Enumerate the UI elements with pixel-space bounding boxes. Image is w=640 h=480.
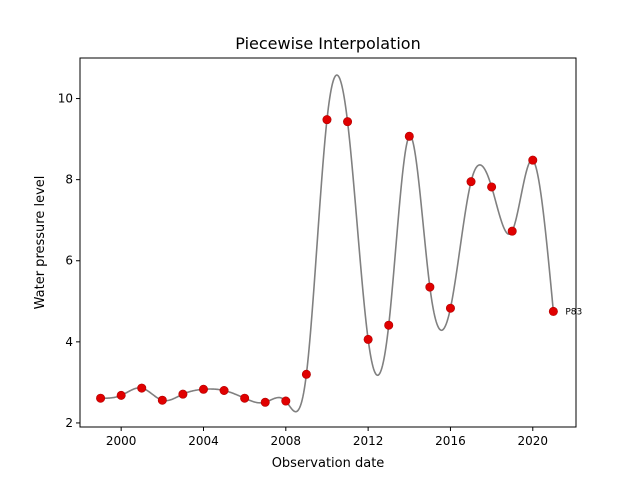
data-point (384, 320, 394, 330)
data-point (240, 393, 250, 403)
data-point (281, 396, 291, 406)
y-tick-label: 10 (58, 92, 73, 106)
y-axis-label: Water pressure level (33, 176, 48, 310)
data-point (528, 155, 538, 165)
data-point (548, 306, 558, 316)
data-point (260, 397, 270, 407)
data-point (116, 390, 126, 400)
data-point (157, 395, 167, 405)
y-axis-ticks: 2 4 6 8 10 (58, 92, 80, 430)
point-annotation: P83 (565, 307, 582, 317)
x-tick-label: 2000 (106, 434, 137, 448)
chart-title: Piecewise Interpolation (235, 34, 420, 53)
data-point (96, 393, 106, 403)
y-tick-label: 6 (65, 254, 73, 268)
plot-frame (79, 57, 577, 428)
data-point (363, 334, 373, 344)
data-point (487, 182, 497, 192)
data-point (425, 282, 435, 292)
x-axis-label: Observation date (272, 456, 385, 471)
data-point (343, 117, 353, 127)
points-layer (96, 115, 558, 407)
y-tick-label: 2 (65, 416, 73, 430)
x-tick-label: 2004 (188, 434, 219, 448)
data-point (219, 386, 229, 396)
data-point (445, 303, 455, 313)
data-point (137, 383, 147, 393)
data-point (466, 177, 476, 187)
data-point (178, 389, 188, 399)
data-point (404, 131, 414, 141)
data-point (301, 369, 311, 379)
data-point (507, 226, 517, 236)
x-tick-label: 2012 (353, 434, 384, 448)
x-tick-label: 2008 (271, 434, 302, 448)
data-point (198, 384, 208, 394)
x-tick-label: 2016 (435, 434, 466, 448)
x-axis-ticks: 2000 2004 2008 2012 2016 2020 (106, 427, 548, 448)
data-point (322, 115, 332, 125)
x-tick-label: 2020 (518, 434, 549, 448)
y-tick-label: 4 (65, 335, 73, 349)
y-tick-label: 8 (65, 173, 73, 187)
